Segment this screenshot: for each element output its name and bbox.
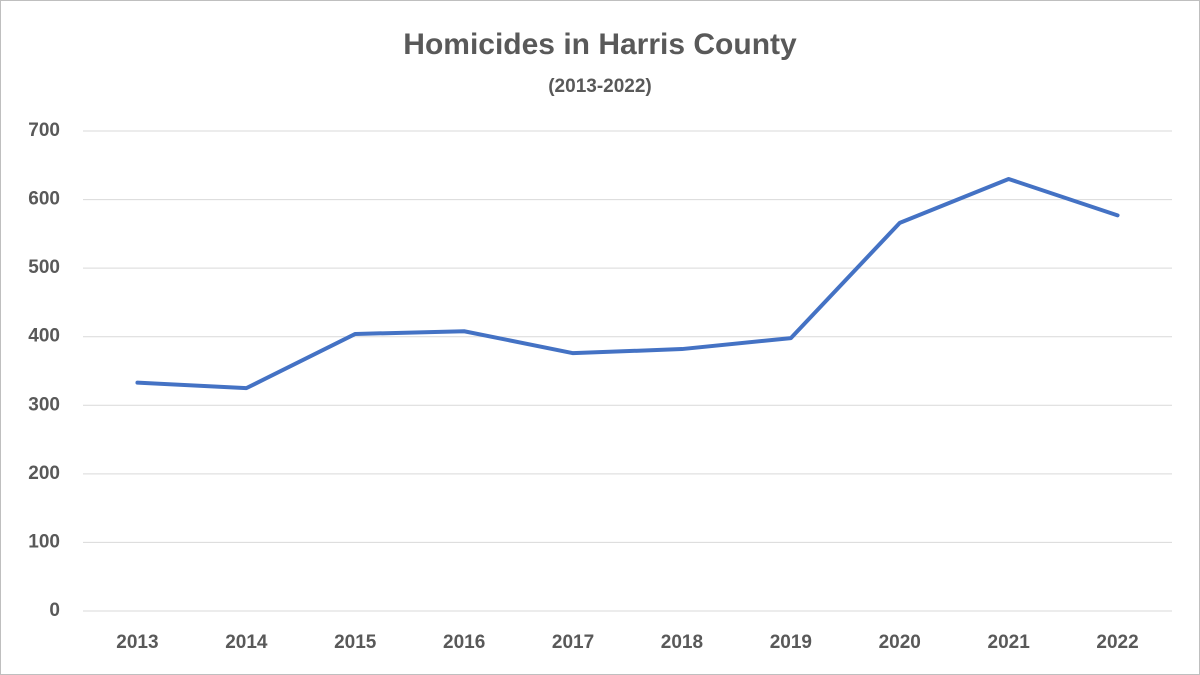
chart-subtitle: (2013-2022): [548, 76, 652, 97]
y-tick-label: 100: [28, 531, 60, 552]
x-tick-label: 2014: [225, 632, 268, 653]
y-tick-label: 700: [28, 120, 60, 141]
y-tick-label: 0: [49, 600, 60, 621]
data-line: [135, 177, 1120, 391]
x-tick-label: 2022: [1096, 632, 1138, 653]
y-tick-label: 400: [28, 326, 60, 347]
y-tick-label: 200: [28, 463, 60, 484]
y-tick-label: 500: [28, 257, 60, 278]
x-tick-label: 2013: [116, 632, 158, 653]
x-tick-label: 2021: [988, 632, 1031, 653]
x-tick-label: 2018: [661, 632, 703, 653]
chart-title: Homicides in Harris County: [403, 28, 797, 61]
y-tick-label: 600: [28, 189, 60, 210]
y-tick-label: 300: [28, 394, 60, 415]
x-tick-label: 2019: [770, 632, 812, 653]
x-tick-label: 2015: [334, 632, 377, 653]
x-tick-label: 2016: [443, 632, 485, 653]
x-tick-label: 2017: [552, 632, 594, 653]
x-tick-label: 2020: [879, 632, 921, 653]
